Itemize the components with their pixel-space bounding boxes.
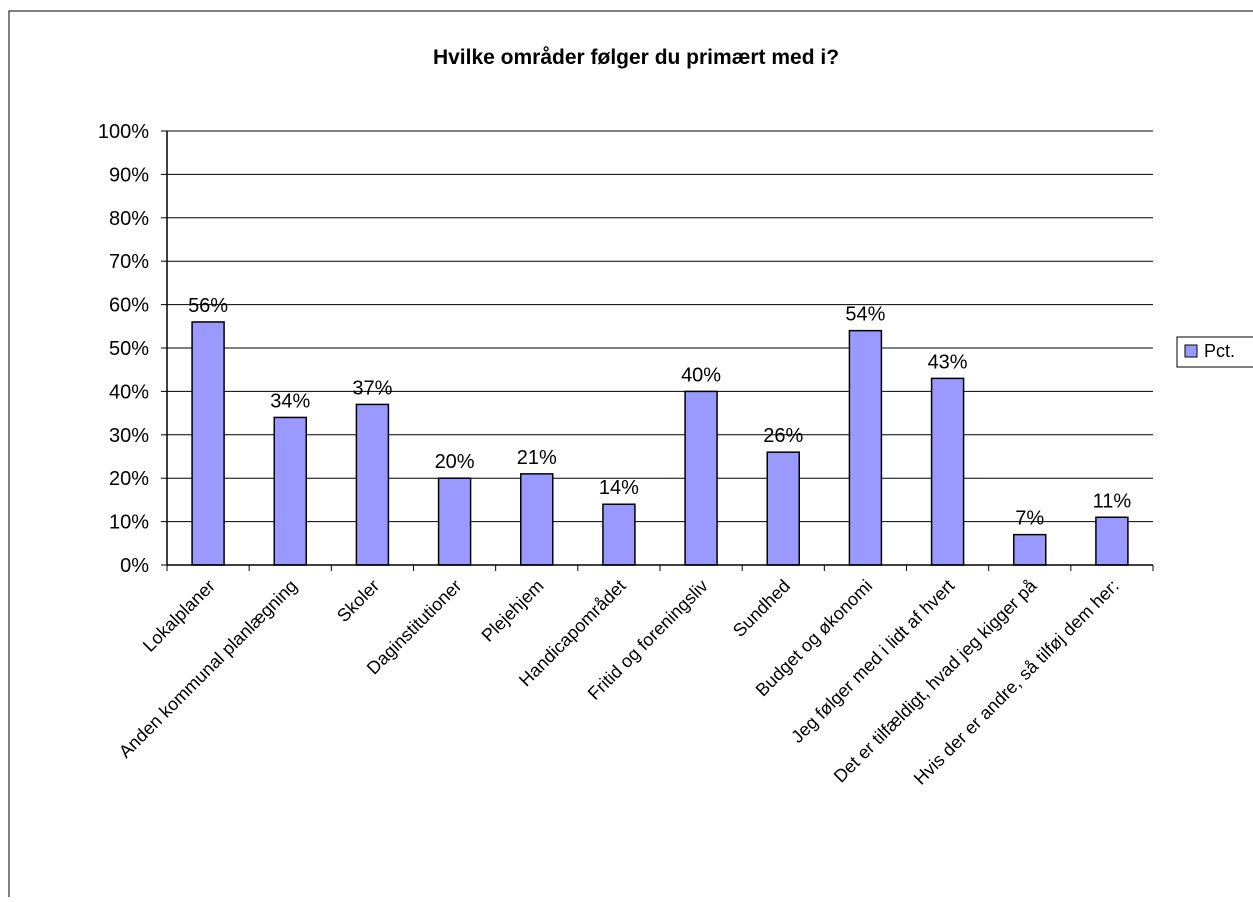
bar	[602, 503, 636, 566]
y-tick-label: 30%	[109, 425, 149, 447]
legend-label: Pct.	[1204, 341, 1235, 361]
y-tick-label: 80%	[109, 208, 149, 230]
y-tick-label: 10%	[109, 512, 149, 534]
data-labels: 56% 34% 37% 20% 21% 14% 40% 26% 54% 43% 7% 11%	[188, 295, 1131, 530]
data-label: 7%	[1015, 508, 1044, 530]
y-tick-label: 70%	[109, 251, 149, 273]
bar	[684, 390, 718, 566]
data-label: 54%	[845, 304, 885, 326]
y-tick-label: 60%	[109, 295, 149, 317]
y-tick-label: 50%	[109, 338, 149, 360]
y-tick-label: 0%	[120, 555, 149, 577]
chart-title: Hvilke områder følger du primært med i?	[433, 46, 839, 69]
data-label: 21%	[517, 447, 557, 469]
y-tick-label: 20%	[109, 468, 149, 490]
bar	[437, 477, 472, 566]
data-label: 26%	[763, 425, 803, 447]
y-tick-label: 100%	[98, 121, 149, 143]
data-label: 11%	[1093, 490, 1132, 512]
data-label: 37%	[352, 377, 392, 399]
bar	[520, 473, 554, 566]
bar	[848, 329, 883, 566]
y-tick-label: 40%	[109, 381, 149, 403]
y-axis-ticks: 0% 10% 20% 30% 40% 50% 60% 70% 80% 90% 100%	[98, 121, 167, 577]
bar	[766, 451, 800, 566]
data-label: 20%	[435, 451, 475, 473]
bar	[355, 403, 390, 566]
gridlines	[167, 130, 1153, 523]
bar	[1013, 533, 1047, 566]
data-label: 56%	[188, 295, 228, 317]
bars	[191, 321, 1129, 566]
bar	[191, 321, 225, 566]
data-label: 14%	[599, 477, 639, 499]
data-label: 43%	[928, 351, 968, 373]
legend-swatch	[1184, 344, 1198, 358]
bar	[273, 416, 307, 566]
y-tick-label: 90%	[109, 164, 149, 186]
axes	[166, 131, 1154, 571]
bar	[1095, 516, 1129, 566]
data-label: 40%	[681, 364, 721, 386]
legend: Pct.	[1176, 336, 1253, 368]
data-label: 34%	[270, 390, 310, 412]
bar	[930, 377, 965, 566]
